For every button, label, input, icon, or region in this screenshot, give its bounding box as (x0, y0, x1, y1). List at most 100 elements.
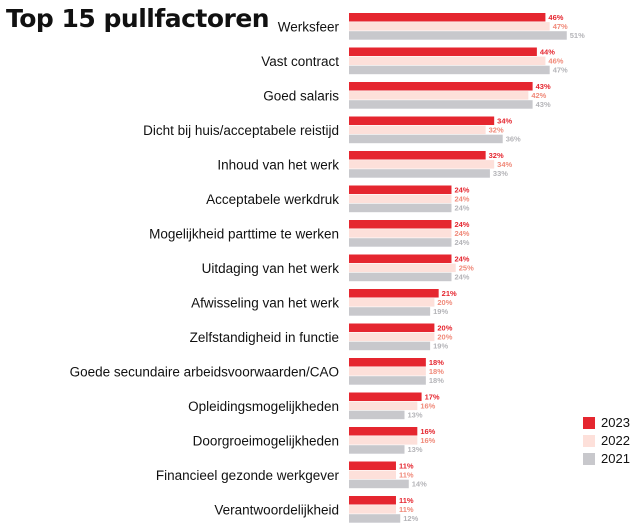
data-label-2021: 24% (454, 204, 469, 213)
bar-2022 (349, 505, 396, 514)
bar-2021 (349, 203, 452, 213)
category-label: Opleidingsmogelijkheden (188, 399, 339, 414)
data-label-2021: 13% (408, 445, 423, 454)
category-label: Afwisseling van het werk (191, 295, 339, 310)
category-label: Doorgroeimogelijkheden (193, 433, 339, 448)
category-label: Financieel gezonde werkgever (156, 468, 340, 483)
bar-2023 (349, 13, 546, 22)
bar-2023 (349, 254, 452, 263)
bar-2022 (349, 125, 486, 135)
data-label-2022: 11% (399, 471, 414, 480)
bar-2022 (349, 160, 495, 169)
data-label-2023: 43% (536, 82, 551, 91)
data-label-2023: 46% (548, 13, 563, 22)
data-label-2021: 14% (412, 480, 427, 489)
data-label-2021: 24% (454, 238, 469, 247)
data-label-2023: 17% (425, 393, 440, 402)
bar-2021 (349, 238, 452, 247)
bar-2021 (349, 445, 405, 454)
category-label: Verantwoordelijkheid (214, 502, 339, 517)
data-label-2023: 20% (437, 324, 452, 333)
bar-2022 (349, 56, 546, 66)
legend-item-2021: 2021 (583, 450, 630, 467)
data-label-2023: 24% (454, 220, 469, 229)
data-label-2021: 19% (433, 307, 448, 316)
data-label-2022: 11% (399, 505, 414, 514)
data-label-2021: 18% (429, 376, 444, 385)
data-label-2022: 18% (429, 367, 444, 376)
data-label-2023: 34% (497, 117, 512, 126)
bar-2023 (349, 82, 533, 91)
bar-2021 (349, 169, 490, 178)
bar-2023 (349, 47, 537, 56)
bar-2023 (349, 358, 426, 367)
bar-2022 (349, 470, 396, 480)
bar-2022 (349, 194, 452, 204)
bar-2022 (349, 401, 418, 411)
data-label-2021: 19% (433, 342, 448, 351)
legend-swatch (583, 434, 595, 447)
data-label-2022: 47% (553, 22, 568, 31)
bar-2022 (349, 22, 550, 31)
bar-2023 (349, 427, 418, 436)
data-label-2023: 16% (420, 427, 435, 436)
bar-2021 (349, 272, 452, 282)
data-label-2023: 24% (454, 255, 469, 264)
bar-2023 (349, 185, 452, 194)
legend-label: 2022 (601, 433, 630, 448)
legend-swatch (583, 452, 595, 465)
bar-2023 (349, 392, 422, 401)
data-label-2022: 32% (489, 126, 504, 135)
category-label: Uitdaging van het werk (202, 261, 340, 276)
bar-2021 (349, 100, 533, 109)
bar-2022 (349, 367, 426, 376)
legend-swatch (583, 416, 595, 429)
bar-2021 (349, 31, 567, 40)
category-label: Inhoud van het werk (217, 157, 339, 172)
legend-item-2022: 2022 (583, 432, 630, 449)
bar-2021 (349, 341, 431, 351)
category-label: Werksfeer (278, 19, 340, 34)
data-label-2021: 47% (553, 66, 568, 75)
data-label-2022: 24% (454, 195, 469, 204)
data-label-2022: 24% (454, 229, 469, 238)
data-label-2021: 51% (570, 31, 585, 40)
data-label-2021: 43% (536, 100, 551, 109)
bar-2022 (349, 332, 435, 342)
category-label: Dicht bij huis/acceptabele reistijd (143, 123, 339, 138)
bar-2021 (349, 307, 431, 316)
data-label-2023: 44% (540, 48, 555, 57)
category-label: Mogelijkheid parttime te werken (149, 226, 339, 241)
bar-2023 (349, 323, 435, 332)
data-label-2023: 18% (429, 358, 444, 367)
data-label-2021: 13% (408, 411, 423, 420)
data-label-2021: 33% (493, 169, 508, 178)
legend: 2023 2022 2021 (583, 414, 630, 468)
bar-2022 (349, 436, 418, 445)
bar-2023 (349, 151, 486, 160)
data-label-2023: 11% (399, 462, 414, 471)
data-label-2022: 46% (548, 57, 563, 66)
data-label-2022: 16% (420, 402, 435, 411)
data-label-2022: 20% (437, 333, 452, 342)
bar-2023 (349, 289, 439, 298)
bar-2021 (349, 514, 401, 523)
data-label-2022: 34% (497, 160, 512, 169)
bar-2021 (349, 65, 550, 75)
bar-2022 (349, 298, 435, 307)
bar-2023 (349, 220, 452, 229)
category-label: Zelfstandigheid in functie (190, 330, 339, 345)
data-label-2022: 20% (437, 298, 452, 307)
data-label-2023: 21% (442, 289, 457, 298)
data-label-2023: 11% (399, 496, 414, 505)
chart-title: Top 15 pullfactoren (6, 4, 270, 33)
data-label-2022: 25% (459, 264, 474, 273)
bar-2023 (349, 116, 495, 125)
category-label: Goed salaris (263, 88, 339, 103)
bar-2022 (349, 91, 529, 100)
data-label-2022: 16% (420, 436, 435, 445)
category-label: Vast contract (261, 54, 339, 69)
data-label-2021: 24% (454, 273, 469, 282)
data-label-2021: 36% (506, 135, 521, 144)
